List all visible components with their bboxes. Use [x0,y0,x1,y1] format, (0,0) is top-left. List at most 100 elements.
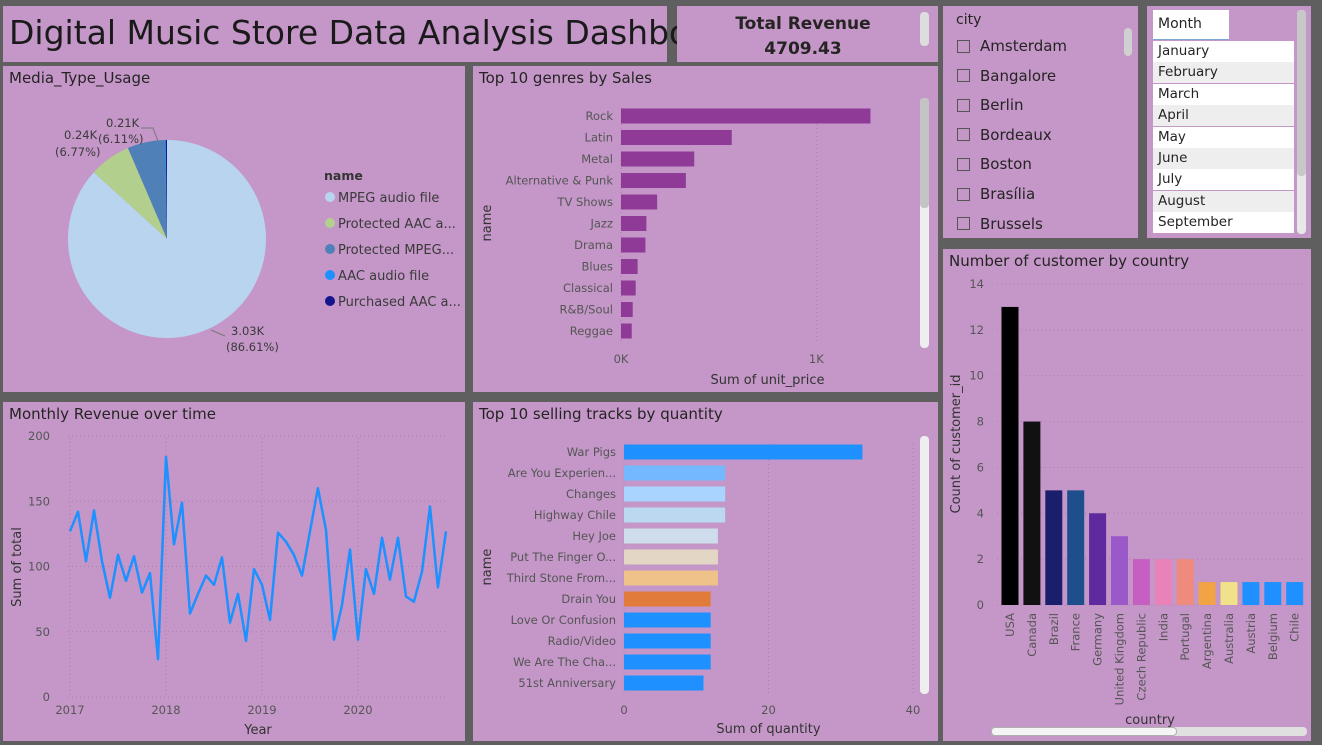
kpi-scrollbar[interactable] [920,12,929,46]
y-tick-label: 0 [977,598,984,612]
city-item[interactable]: Amsterdam [957,37,1067,55]
month-slicer-title: Month [1158,16,1202,32]
city-item-label: Brussels [980,214,1043,233]
pie-legend-marker [325,244,335,254]
customers-h-scrollbar[interactable] [991,727,1307,736]
bar [1111,536,1128,605]
y-tick-label: 14 [969,277,984,291]
genres-scroll-thumb[interactable] [920,98,929,208]
month-item[interactable]: September [1153,212,1294,234]
bar [621,173,686,188]
x-tick-label: Australia [1222,613,1236,664]
pie-data-label: 0.24K [64,128,98,142]
page-title: Digital Music Store Data Analysis Dashbo… [9,13,744,52]
month-scroll-thumb[interactable] [1297,10,1306,176]
month-item[interactable]: May [1153,126,1294,148]
y-tick-label: Third Stone From... [506,571,616,585]
x-axis-title: Year [243,723,272,738]
x-tick-label: United Kingdom [1113,613,1127,705]
pie-legend-marker [325,192,335,202]
month-slicer: Month January February March April May June Ju… [1147,6,1311,238]
city-item[interactable]: Bangalore [957,67,1056,85]
bar [621,302,633,317]
bar [1286,582,1304,605]
city-checkbox[interactable] [957,187,970,201]
tracks-panel: Top 10 selling tracks by quantity 0 20 40 W… [473,402,938,741]
month-item[interactable]: March [1153,83,1294,105]
y-tick-label: We Are The Cha... [513,655,616,669]
y-tick-label: Are You Experien... [508,466,616,480]
y-tick-label: Classical [563,281,613,295]
pie-data-label: 3.03K [231,324,265,338]
x-tick-label: 20 [761,703,776,717]
tracks-scrollbar[interactable] [920,436,929,694]
city-checkbox[interactable] [957,157,970,171]
month-item[interactable]: July [1153,169,1294,191]
y-tick-label: Latin [585,131,613,145]
total-revenue-card[interactable]: Total Revenue 4709.43 [677,6,938,62]
pie-legend-label: Purchased AAC a... [338,295,461,310]
bar [621,151,695,167]
bar [624,486,726,502]
y-tick-label: Put The Finger O... [510,550,616,564]
city-checkbox[interactable] [957,98,970,112]
x-tick-label: 1K [809,352,824,366]
customers-scroll-thumb[interactable] [991,727,1177,736]
month-item[interactable]: June [1153,148,1294,169]
bar [624,654,711,670]
city-checkbox[interactable] [957,217,970,231]
month-list: January February March April May June July Augu… [1153,41,1294,234]
x-tick-label: Germany [1091,613,1105,666]
city-item-label: Amsterdam [980,37,1068,55]
monthly-panel-title: Monthly Revenue over time [9,405,217,423]
city-scrollbar[interactable] [1124,28,1132,56]
pie-data-label: (6.77%) [55,145,101,159]
month-item[interactable]: January [1153,41,1294,62]
city-checkbox[interactable] [957,128,970,142]
pie-legend-label: MPEG audio file [338,191,439,206]
revenue-line [68,455,448,661]
bar [1132,559,1150,605]
bar [1089,513,1107,605]
monthly-line-chart: 0 50 100 150 200 2017 2018 2019 2020 Year Sum of t… [10,429,448,738]
x-axis-title: Sum of unit_price [711,373,825,388]
pie-slice [93,148,167,239]
genres-scrollbar[interactable] [920,98,929,348]
month-slicer-header[interactable]: Month [1153,10,1229,40]
x-tick-label: 2019 [247,703,276,717]
customers-panel: Number of customer by country 0 2 4 6 8 10 12 1… [943,249,1311,741]
y-tick-label: Alternative & Punk [506,174,614,188]
bar [1067,490,1085,605]
x-tick-label: Belgium [1266,613,1280,660]
city-item[interactable]: Boston [957,155,1032,173]
bar [1001,306,1019,605]
pie-leader-line [210,329,226,337]
city-item[interactable]: Brussels [957,215,1043,233]
month-item[interactable]: August [1153,190,1294,212]
x-tick-label: 0 [620,703,627,717]
bar [621,323,632,339]
month-scrollbar[interactable] [1297,10,1306,234]
y-tick-label: TV Shows [556,195,613,209]
y-tick-label: War Pigs [567,445,616,459]
kpi-label: Total Revenue [735,14,871,34]
city-item-label: Berlin [980,96,1024,115]
month-item[interactable]: April [1153,105,1294,127]
city-checkbox[interactable] [957,39,970,53]
city-item[interactable]: Berlin [957,96,1024,114]
y-tick-label: Blues [582,260,613,274]
x-tick-label: Canada [1025,613,1039,657]
bar [621,130,732,145]
y-tick-label: 200 [28,429,50,443]
tracks-panel-title: Top 10 selling tracks by quantity [479,405,723,423]
tracks-bar-chart: 0 20 40 War Pigs Are You Experien... Changes H… [480,444,920,737]
city-item[interactable]: Brasília [957,185,1035,203]
bar [624,465,726,481]
x-axis-title: Sum of quantity [716,722,820,737]
bar [1023,421,1041,605]
city-item[interactable]: Bordeaux [957,126,1052,144]
y-tick-label: 100 [28,560,50,574]
month-item[interactable]: February [1153,62,1294,84]
bar [621,216,647,231]
city-checkbox[interactable] [957,69,970,83]
